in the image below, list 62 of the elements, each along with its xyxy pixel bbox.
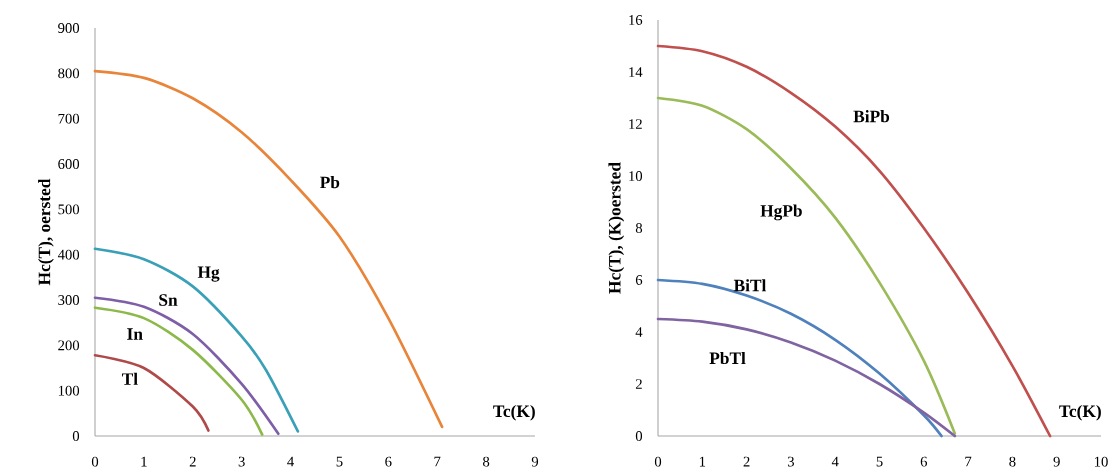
x-tick-label: 1 [141,456,147,467]
series-label: Pb [320,176,340,189]
y-tick-label: 0 [72,431,80,441]
x-tick-label: 9 [531,456,539,467]
line-series [93,306,264,436]
series-label: Hg [197,266,220,282]
y-axis-title: Hc(T), oersted [38,178,54,286]
series-label: HgPb [760,204,802,221]
x-tick-label: 0 [91,456,99,467]
line-series [93,247,300,433]
line-series [656,278,943,438]
x-tick-label: 5 [336,456,343,467]
x-tick-label: 6 [385,456,392,467]
x-tick-label: 4 [831,456,839,467]
series-label: Tl [121,372,138,385]
y-tick-label: 0 [635,431,643,441]
series-label: BiTl [733,279,767,292]
x-tick-label: 7 [434,456,441,467]
line-series [93,69,444,429]
y-tick-label: 6 [635,275,643,285]
line-series [656,96,957,435]
y-tick-label: 600 [58,159,80,169]
x-axis-title: Tc(K) [493,404,535,421]
x-tick-label: 10 [1094,456,1108,467]
x-tick-label: 2 [743,456,750,467]
y-tick-label: 500 [58,204,80,215]
y-tick-label: 2 [635,379,642,389]
line-series [93,353,210,432]
y-tick-label: 16 [629,15,643,25]
y-tick-label: 700 [58,113,80,124]
y-tick-label: 8 [635,223,643,233]
y-tick-label: 200 [58,340,80,351]
x-tick-label: 8 [1009,456,1016,467]
y-tick-label: 14 [629,67,643,77]
x-axis-title: Tc(K) [1059,404,1101,421]
x-tick-label: 6 [920,456,928,467]
x-tick-label: 3 [238,456,245,467]
y-tick-label: 900 [58,23,80,33]
y-tick-label: 100 [58,385,80,396]
y-tick-label: 400 [57,249,80,260]
x-tick-label: 5 [876,456,883,467]
line-series [656,44,1052,438]
series-label: PbTl [709,351,746,365]
y-tick-label: 12 [629,119,642,129]
line-series [93,296,280,436]
y-tick-label: 300 [58,295,80,305]
x-tick-label: 2 [189,456,196,467]
y-axis-title: Hc(T), (K)oersted [608,162,625,294]
x-tick-label: 8 [483,456,490,467]
y-tick-label: 800 [58,68,80,79]
line-series [656,317,957,438]
x-tick-label: 4 [287,456,294,467]
series-label: In [127,328,143,340]
y-tick-label: 4 [635,327,643,337]
x-tick-label: 0 [654,456,662,467]
x-tick-label: 1 [699,456,706,467]
x-tick-label: 7 [965,456,972,467]
x-tick-label: 9 [1053,456,1060,467]
series-label: Sn [159,294,178,306]
series-label: BiPb [853,110,890,123]
x-tick-label: 3 [787,456,794,467]
y-tick-label: 10 [629,171,643,181]
